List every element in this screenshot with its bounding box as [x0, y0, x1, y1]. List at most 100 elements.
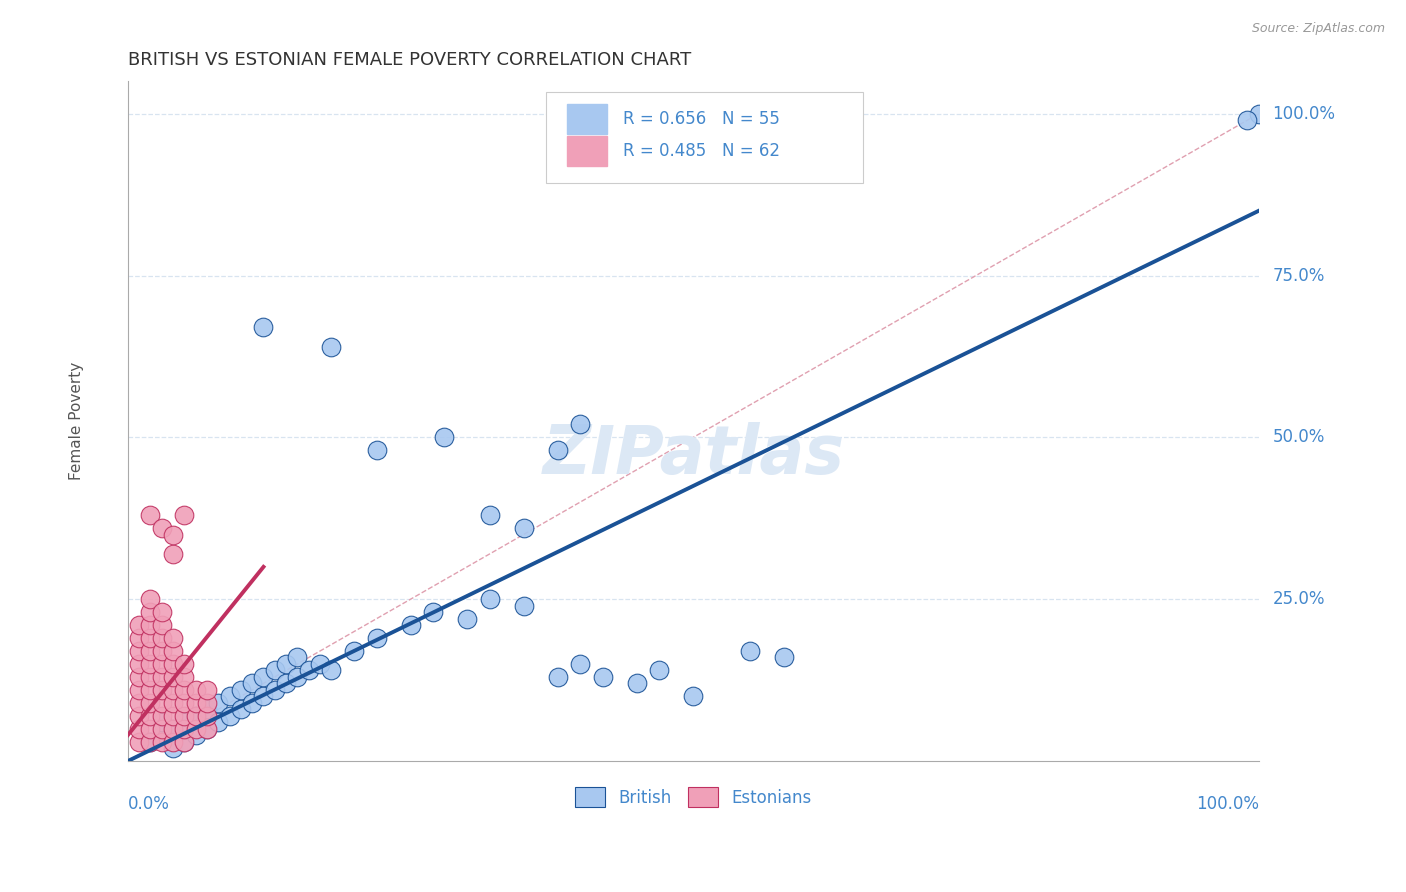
Point	[128, 618, 150, 632]
Point	[547, 670, 569, 684]
Point	[309, 657, 332, 671]
Point	[150, 696, 173, 710]
Point	[321, 664, 343, 678]
Point	[274, 676, 297, 690]
Point	[150, 670, 173, 684]
Point	[150, 734, 173, 748]
Text: ZIPatlas: ZIPatlas	[543, 422, 844, 488]
Point	[422, 605, 444, 619]
Point	[162, 696, 184, 710]
Point	[366, 443, 388, 458]
Point	[195, 682, 218, 697]
Point	[218, 708, 240, 723]
FancyBboxPatch shape	[567, 136, 607, 166]
Point	[626, 676, 648, 690]
Point	[162, 722, 184, 736]
Point	[478, 592, 501, 607]
Point	[173, 508, 195, 522]
Legend: British, Estonians: British, Estonians	[568, 780, 818, 814]
Point	[139, 722, 162, 736]
Point	[173, 734, 195, 748]
Point	[162, 682, 184, 697]
FancyBboxPatch shape	[567, 103, 607, 134]
Text: Source: ZipAtlas.com: Source: ZipAtlas.com	[1251, 22, 1385, 36]
Point	[252, 320, 274, 334]
Point	[128, 696, 150, 710]
Point	[195, 702, 218, 716]
Point	[184, 722, 207, 736]
Point	[139, 644, 162, 658]
Point	[173, 682, 195, 697]
Point	[512, 599, 534, 613]
Point	[592, 670, 614, 684]
Point	[139, 682, 162, 697]
Text: R = 0.656   N = 55: R = 0.656 N = 55	[623, 110, 780, 128]
Point	[150, 715, 173, 730]
Point	[207, 696, 229, 710]
Point	[162, 631, 184, 645]
Point	[399, 618, 422, 632]
Point	[150, 605, 173, 619]
Point	[173, 734, 195, 748]
Point	[287, 650, 309, 665]
Point	[240, 676, 263, 690]
Point	[162, 527, 184, 541]
Point	[162, 657, 184, 671]
Point	[287, 670, 309, 684]
Point	[139, 708, 162, 723]
Point	[456, 612, 478, 626]
Point	[229, 702, 252, 716]
Point	[263, 682, 285, 697]
Point	[184, 696, 207, 710]
Text: 50.0%: 50.0%	[1272, 428, 1324, 446]
Point	[162, 722, 184, 736]
Point	[162, 708, 184, 723]
Point	[139, 605, 162, 619]
Point	[173, 670, 195, 684]
Point	[173, 696, 195, 710]
Point	[139, 734, 162, 748]
Point	[128, 631, 150, 645]
Text: Female Poverty: Female Poverty	[69, 362, 84, 480]
Point	[648, 664, 671, 678]
Point	[128, 670, 150, 684]
Point	[366, 631, 388, 645]
Point	[195, 708, 218, 723]
Point	[252, 670, 274, 684]
Point	[128, 722, 150, 736]
Text: 25.0%: 25.0%	[1272, 591, 1324, 608]
Point	[184, 728, 207, 742]
Point	[150, 657, 173, 671]
Point	[738, 644, 761, 658]
Point	[263, 664, 285, 678]
Point	[162, 547, 184, 561]
Point	[150, 521, 173, 535]
Point	[274, 657, 297, 671]
Point	[173, 708, 195, 723]
Point	[195, 722, 218, 736]
Point	[478, 508, 501, 522]
Point	[195, 722, 218, 736]
Point	[321, 340, 343, 354]
Point	[139, 670, 162, 684]
Point	[139, 631, 162, 645]
Point	[433, 430, 456, 444]
Point	[150, 618, 173, 632]
Point	[173, 657, 195, 671]
Point	[128, 644, 150, 658]
Point	[139, 657, 162, 671]
Point	[150, 708, 173, 723]
FancyBboxPatch shape	[546, 92, 863, 184]
Point	[128, 657, 150, 671]
Point	[139, 618, 162, 632]
Text: 75.0%: 75.0%	[1272, 267, 1324, 285]
Point	[139, 592, 162, 607]
Point	[184, 708, 207, 723]
Point	[218, 690, 240, 704]
Point	[184, 708, 207, 723]
Point	[150, 722, 173, 736]
Point	[569, 657, 592, 671]
Point	[150, 644, 173, 658]
Point	[195, 696, 218, 710]
Point	[343, 644, 366, 658]
